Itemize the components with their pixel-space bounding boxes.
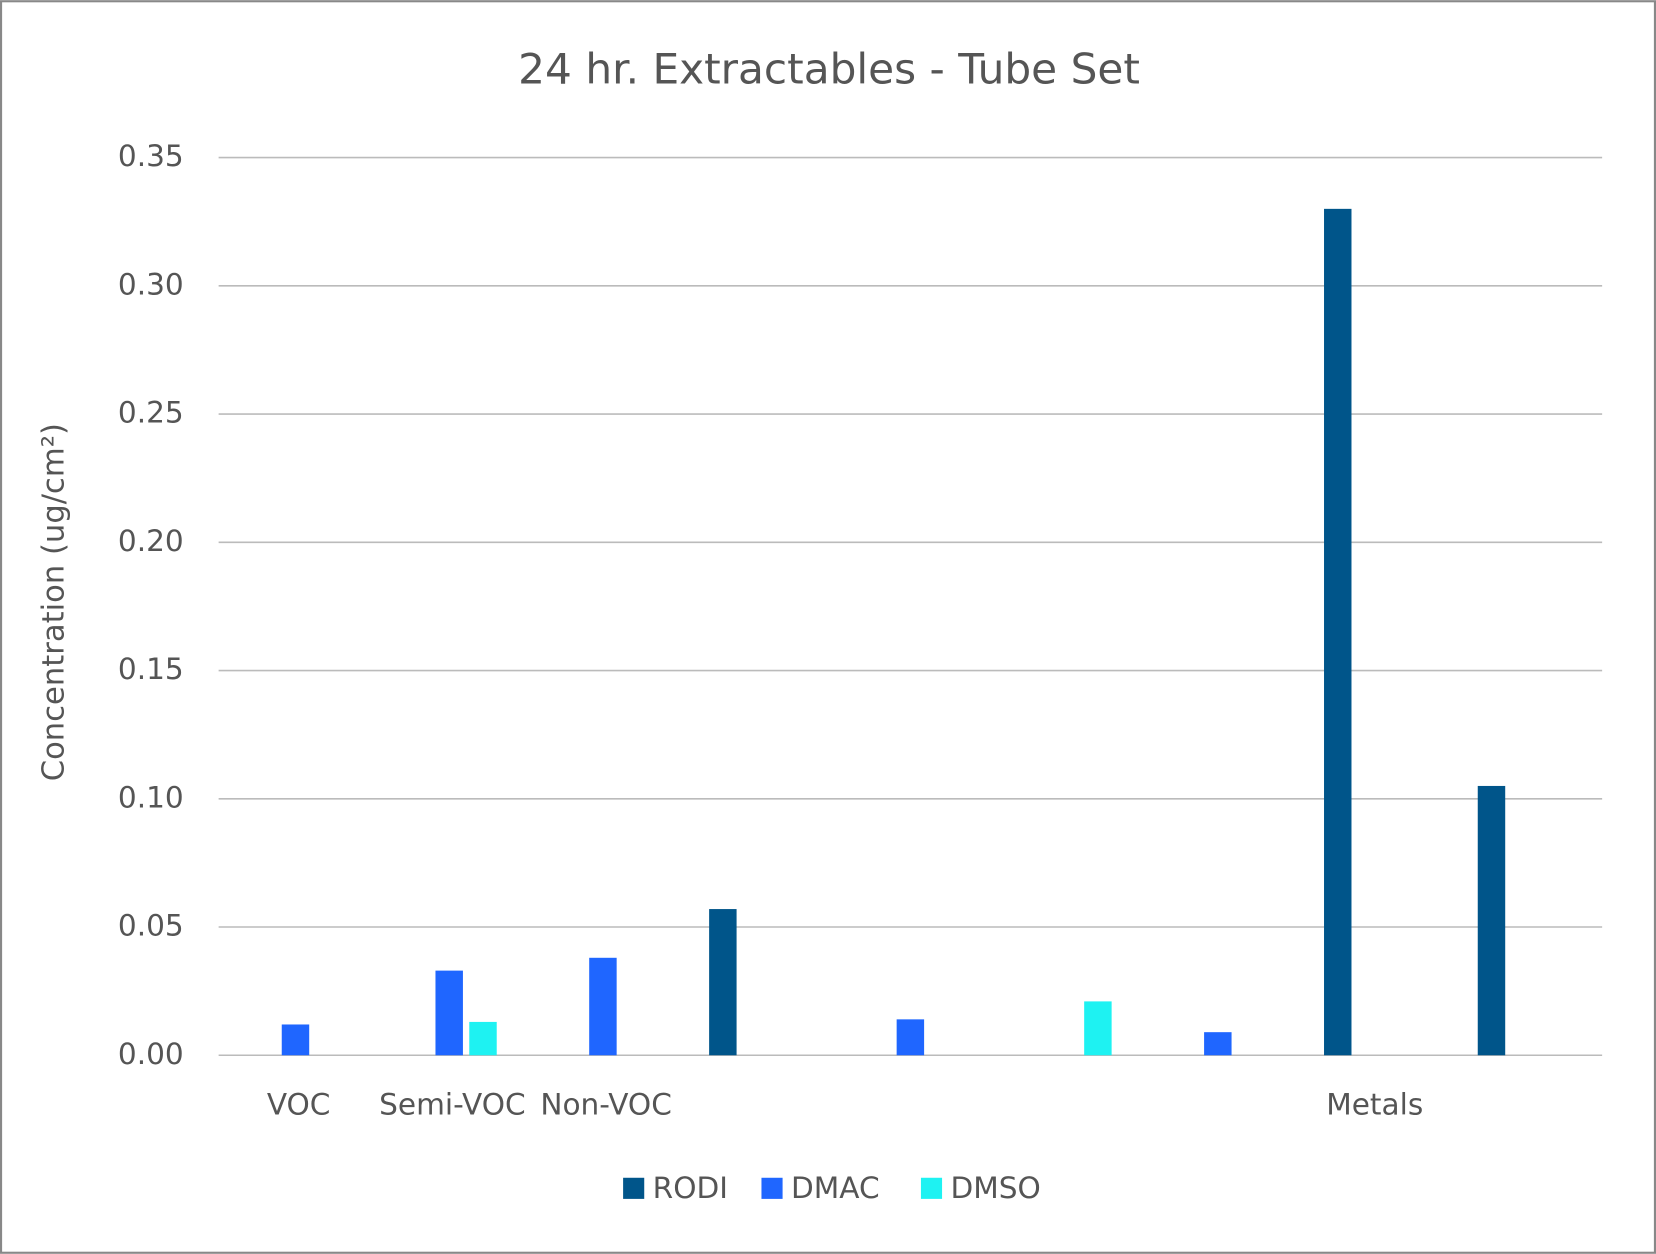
bar	[1084, 1001, 1112, 1056]
chart-title: 24 hr. Extractables - Tube Set	[518, 45, 1140, 94]
bar	[896, 1019, 925, 1056]
bar	[281, 1024, 310, 1056]
y-tick-label: 0.25	[118, 396, 184, 430]
legend-swatch	[623, 1177, 645, 1199]
y-tick-label: 0.30	[118, 267, 184, 301]
x-tick-label: Semi-VOC	[379, 1087, 526, 1121]
bar	[1324, 208, 1352, 1056]
y-axis-label: Concentration (ug/cm²)	[36, 423, 71, 781]
y-tick-label: 0.10	[118, 780, 184, 814]
legend-label: DMSO	[951, 1171, 1041, 1205]
bar	[589, 957, 617, 1056]
bar	[469, 1021, 497, 1056]
bar	[435, 970, 463, 1056]
y-tick-label: 0.05	[118, 909, 184, 943]
legend-label: DMAC	[791, 1171, 880, 1205]
x-tick-label: Metals	[1326, 1087, 1423, 1121]
y-tick-label: 0.15	[118, 652, 184, 686]
bar	[709, 909, 737, 1056]
legend-swatch	[920, 1177, 943, 1199]
y-tick-label: 0.20	[118, 524, 184, 558]
y-tick-label: 0.35	[118, 139, 184, 173]
y-tick-label: 0.00	[118, 1037, 184, 1071]
x-tick-label: Non-VOC	[540, 1087, 672, 1121]
legend-swatch	[761, 1177, 783, 1199]
bar	[1204, 1032, 1232, 1056]
x-tick-label: VOC	[267, 1087, 331, 1121]
bar	[1477, 785, 1506, 1056]
legend-label: RODI	[653, 1171, 728, 1205]
